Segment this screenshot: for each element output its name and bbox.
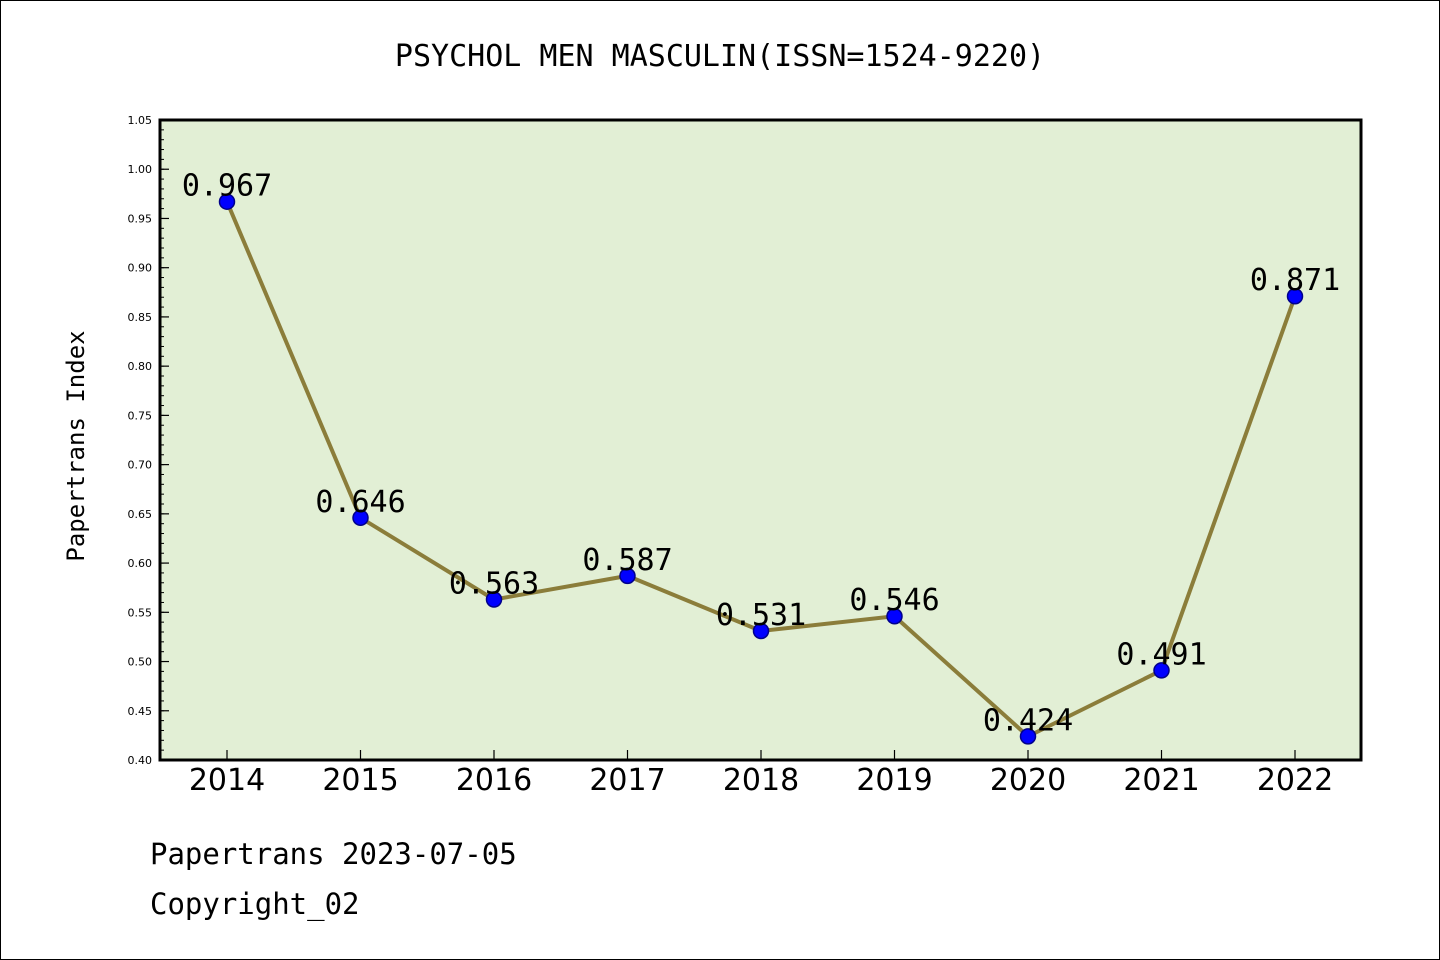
y-tick-label: 1.00 [128, 163, 153, 176]
data-label: 0.491 [1116, 637, 1206, 672]
y-tick-label: 0.75 [128, 409, 153, 422]
data-labels: 0.967 0.646 0.563 0.587 0.531 0.546 0.424 0.491… [182, 169, 1340, 739]
y-tick-label: 0.65 [128, 508, 153, 521]
x-tick-label: 2014 [189, 763, 265, 798]
y-tick-label: 0.45 [128, 705, 153, 718]
data-point [1286, 287, 1304, 305]
x-tick-label: 2018 [723, 763, 799, 798]
y-tick-label: 0.40 [128, 754, 153, 767]
y-axis-ticks: 0.40 0.45 0.50 0.55 0.60 0.65 0.70 0.75 0.80 0.85… [128, 114, 169, 767]
x-tick-label: 2016 [456, 763, 532, 798]
y-tick-label: 0.60 [128, 557, 153, 570]
data-point [886, 607, 903, 625]
data-label: 0.531 [716, 598, 806, 633]
data-point [619, 567, 636, 585]
y-tick-label: 0.50 [128, 656, 153, 669]
data-label: 0.546 [849, 583, 939, 618]
y-tick-label: 0.70 [128, 459, 153, 472]
y-tick-label: 0.55 [128, 606, 153, 619]
y-tick-label: 0.85 [128, 311, 153, 324]
chart-title: PSYCHOL MEN MASCULIN(ISSN=1524-9220) [395, 39, 1045, 74]
data-point [1153, 662, 1170, 679]
y-tick-label: 0.80 [128, 360, 153, 373]
y-tick-label: 0.95 [128, 212, 153, 225]
x-tick-label: 2020 [990, 763, 1066, 798]
y-tick-label: 0.90 [128, 262, 153, 275]
data-point [485, 591, 503, 608]
y-tick-label: 1.05 [128, 114, 153, 127]
x-tick-label: 2021 [1123, 763, 1199, 798]
data-point [352, 509, 369, 527]
y-axis-label: Papertrans Index [62, 330, 90, 561]
data-point [1019, 728, 1037, 745]
footer-copyright: Copyright_02 [150, 887, 360, 922]
x-tick-label: 2015 [322, 763, 398, 798]
x-tick-label: 2022 [1257, 763, 1333, 798]
x-tick-label: 2017 [589, 763, 665, 798]
footer-date: Papertrans 2023-07-05 [150, 837, 517, 871]
data-label: 0.967 [182, 169, 272, 204]
data-label: 0.424 [983, 703, 1073, 738]
x-tick-label: 2019 [856, 763, 932, 798]
data-label: 0.587 [582, 543, 672, 578]
data-label: 0.563 [449, 567, 539, 602]
data-label: 0.646 [315, 485, 405, 520]
plot-area [160, 120, 1361, 760]
data-label: 0.871 [1250, 263, 1340, 298]
plot-border [158, 118, 1363, 762]
data-point [218, 193, 236, 210]
data-point [752, 622, 770, 640]
x-axis-ticks: 2014 2015 2016 2017 2018 2019 2020 2021 2022 [189, 750, 1333, 798]
data-markers [218, 193, 1304, 745]
